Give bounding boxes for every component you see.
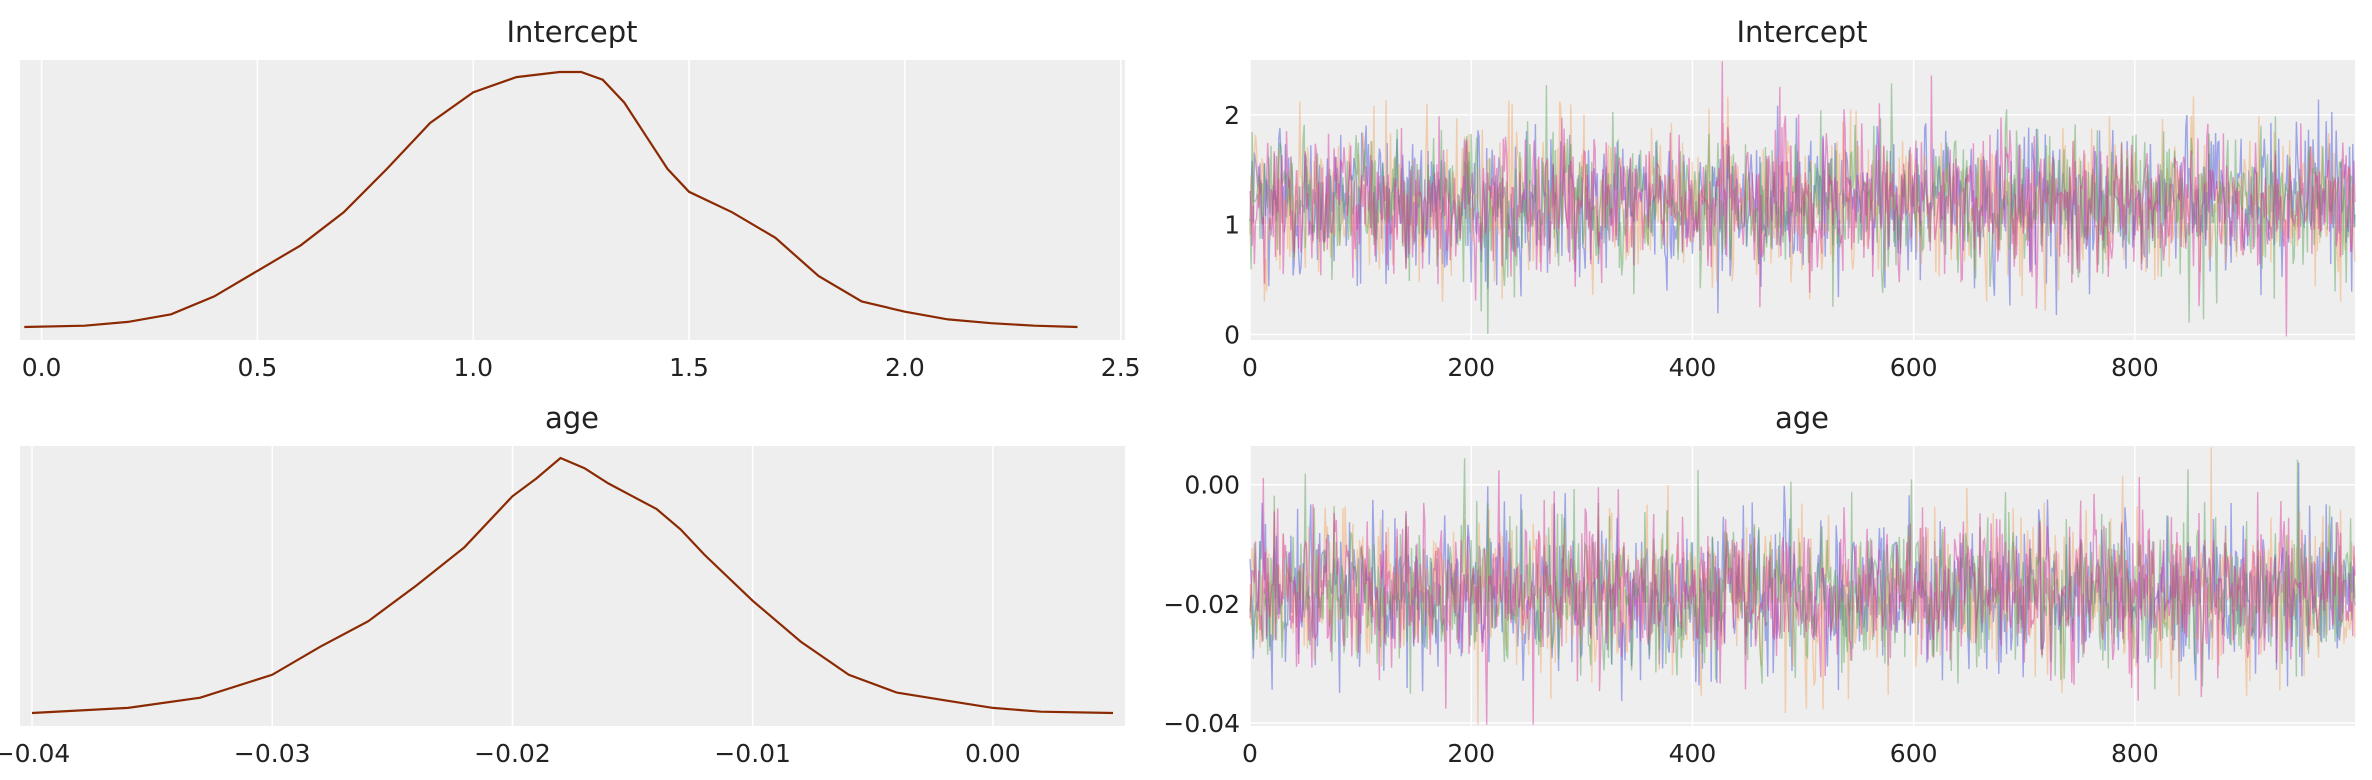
x-tick-label: 2.0 xyxy=(885,353,925,382)
trace-chain-4 xyxy=(1249,470,2356,725)
tick-labels: 0 200 400 600 800 0 1 2 xyxy=(1224,101,2159,382)
panel-intercept-trace: 0 200 400 600 800 0 1 2 Intercept xyxy=(1224,15,2356,382)
x-tick-label: 600 xyxy=(1890,739,1938,768)
marks xyxy=(1249,61,2356,337)
panel-intercept-kde: 0.0 0.5 1.0 1.5 2.0 2.5 Intercept xyxy=(20,15,1141,382)
x-tick-label: 800 xyxy=(2111,353,2159,382)
x-tick-label: −0.03 xyxy=(234,739,311,768)
plot-area xyxy=(1250,60,2355,340)
y-tick-label: 1 xyxy=(1224,211,1240,240)
grid xyxy=(31,446,994,726)
marks xyxy=(24,70,1078,329)
grid xyxy=(40,60,1122,340)
kde-line xyxy=(24,70,1078,329)
x-tick-label: 0.0 xyxy=(22,353,62,382)
x-tick-label: 2.5 xyxy=(1101,353,1141,382)
trace-chain-2 xyxy=(1249,447,2356,725)
y-tick-label: 0.00 xyxy=(1184,471,1240,500)
x-tick-label: 400 xyxy=(1669,739,1717,768)
plot-area xyxy=(1250,446,2355,726)
panel-age-trace: 0 200 400 600 800 0.00 −0.02 −0.04 age xyxy=(1163,401,2356,768)
x-tick-label: 0 xyxy=(1242,739,1258,768)
x-tick-label: −0.04 xyxy=(0,739,70,768)
tick-labels: −0.04 −0.03 −0.02 −0.01 0.00 xyxy=(0,739,1021,768)
trace-chain-3 xyxy=(1249,83,2356,334)
x-tick-label: −0.02 xyxy=(474,739,551,768)
panel-age-kde: −0.04 −0.03 −0.02 −0.01 0.00 age xyxy=(0,401,1125,768)
x-tick-label: 0.00 xyxy=(965,739,1021,768)
grid xyxy=(1249,60,2355,340)
x-tick-label: 200 xyxy=(1447,353,1495,382)
y-tick-label: 0 xyxy=(1224,321,1240,350)
panel-title: Intercept xyxy=(1737,15,1868,49)
y-tick-label: −0.02 xyxy=(1163,590,1240,619)
x-tick-label: 1.5 xyxy=(669,353,709,382)
trace-chain-3 xyxy=(1249,458,2356,694)
plot-area xyxy=(20,60,1125,340)
x-tick-label: 0.5 xyxy=(238,353,278,382)
x-tick-label: 800 xyxy=(2111,739,2159,768)
x-tick-label: −0.01 xyxy=(714,739,791,768)
x-tick-label: 600 xyxy=(1890,353,1938,382)
trace-chain-2 xyxy=(1249,96,2356,312)
marks xyxy=(1249,447,2356,725)
grid xyxy=(1249,446,2355,726)
x-tick-label: 200 xyxy=(1447,739,1495,768)
marks xyxy=(31,456,1114,715)
trace-chain-1 xyxy=(1249,462,2356,702)
trace-chain-1 xyxy=(1249,99,2356,316)
tick-labels: 0 200 400 600 800 0.00 −0.02 −0.04 xyxy=(1163,471,2158,768)
x-tick-label: 0 xyxy=(1242,353,1258,382)
panel-title: age xyxy=(1775,401,1829,435)
x-tick-label: 400 xyxy=(1669,353,1717,382)
panel-title: Intercept xyxy=(507,15,638,49)
kde-line xyxy=(31,456,1114,715)
x-tick-label: 1.0 xyxy=(453,353,493,382)
y-tick-label: −0.04 xyxy=(1163,709,1240,738)
plot-area xyxy=(20,446,1125,726)
tick-labels: 0.0 0.5 1.0 1.5 2.0 2.5 xyxy=(22,353,1141,382)
y-tick-label: 2 xyxy=(1224,101,1240,130)
panel-title: age xyxy=(545,401,599,435)
trace-chain-4 xyxy=(1249,61,2356,337)
